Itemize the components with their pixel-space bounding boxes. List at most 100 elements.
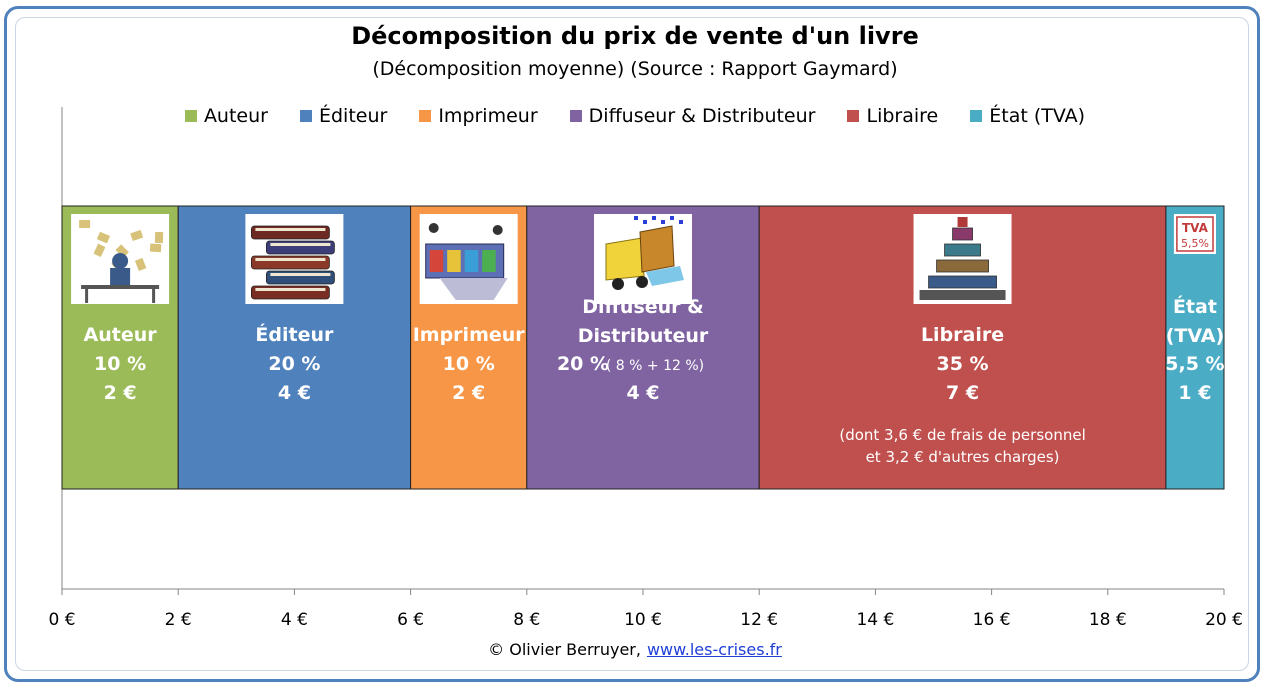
segment-percent-label: 35 % <box>937 353 989 375</box>
legend-label: Auteur <box>203 105 268 127</box>
printing-press-icon <box>419 214 518 304</box>
legend-swatch <box>569 110 582 122</box>
legend-swatch <box>299 110 312 122</box>
book <box>265 240 335 255</box>
x-tick-label: 6 € <box>397 610 424 630</box>
segment-euro-label: 2 € <box>452 382 485 404</box>
flying-paper <box>149 243 162 253</box>
truck-wheel <box>612 278 624 290</box>
display-base <box>919 290 1006 300</box>
legend-swatch <box>419 110 432 122</box>
segment-percent-detail: ( 8 % + 12 %) <box>606 358 704 374</box>
display-shelf <box>944 243 981 257</box>
segment-name-label: Distributeur <box>578 325 709 347</box>
x-tick-label: 16 € <box>973 610 1011 630</box>
segment-euro-label: 4 € <box>626 382 659 404</box>
book <box>250 255 330 270</box>
truck-cargo <box>639 225 675 273</box>
credit-link[interactable]: www.les-crises.fr <box>646 640 782 659</box>
book <box>265 270 335 285</box>
paper-output <box>439 278 508 300</box>
legend-item: Libraire <box>847 105 938 127</box>
icon-background <box>1173 214 1216 254</box>
press-roller <box>447 250 461 272</box>
truck-ramp <box>646 266 684 286</box>
stamp-text-rate: 5,5% <box>1181 237 1209 250</box>
motion-mark <box>679 220 683 224</box>
legend-label: État (TVA) <box>989 105 1086 127</box>
legend-item: Imprimeur <box>419 105 538 127</box>
motion-mark <box>652 216 656 220</box>
legend-item: Diffuseur & Distributeur <box>569 105 816 127</box>
flying-paper <box>134 257 147 271</box>
segment-note: et 3,2 € d'autres charges) <box>866 448 1060 466</box>
legend-label: Diffuseur & Distributeur <box>588 105 816 127</box>
press-roller <box>482 250 496 272</box>
x-tick-label: 18 € <box>1089 610 1127 630</box>
segment-percent-label: 20 % <box>557 353 609 375</box>
writer-at-desk-icon <box>71 214 170 304</box>
press-roller <box>429 250 444 272</box>
x-tick-label: 2 € <box>165 610 192 630</box>
x-tick-label: 0 € <box>48 610 75 630</box>
motion-mark <box>634 216 638 220</box>
tva-stamp-icon: TVA 5,5% <box>1173 214 1216 254</box>
worker-head <box>428 223 439 233</box>
stamp-border <box>1176 216 1214 252</box>
segment-name-label: Éditeur <box>255 323 334 346</box>
delivery-truck-icon <box>594 214 692 304</box>
segment-euro-label: 1 € <box>1178 382 1211 404</box>
bookshop-display-icon <box>913 214 1012 304</box>
chart-subtitle: (Décomposition moyenne) (Source : Rappor… <box>372 58 898 80</box>
motion-mark <box>670 216 674 220</box>
legend-label: Éditeur <box>318 105 388 127</box>
flying-paper <box>96 231 111 244</box>
desk-top <box>81 285 160 289</box>
x-tick-label: 14 € <box>856 610 894 630</box>
motion-mark <box>661 220 665 224</box>
motion-mark <box>643 220 647 224</box>
segment-percent-label: 20 % <box>268 353 320 375</box>
segment-name-label: Libraire <box>921 324 1004 346</box>
stack-of-books-icon <box>245 214 344 304</box>
book-pages <box>255 258 326 261</box>
truck-wheel <box>636 276 648 288</box>
flying-paper <box>115 244 129 258</box>
display-top-book <box>957 217 968 227</box>
book-pages <box>255 288 326 291</box>
desk-leg <box>152 289 156 303</box>
book-pages <box>270 273 331 276</box>
segment-name-label: Imprimeur <box>413 324 526 346</box>
segment-name-label: État <box>1173 295 1217 318</box>
worker-head <box>492 225 503 235</box>
segment-name-label: Auteur <box>84 324 158 346</box>
writer-head <box>112 253 129 269</box>
legend-label: Imprimeur <box>438 105 538 127</box>
writer-body <box>110 268 131 286</box>
credit-line: © Olivier Berruyer, www.les-crises.fr <box>0 640 1270 659</box>
segment-note: (dont 3,6 € de frais de personnel <box>839 426 1085 444</box>
display-shelf <box>928 275 997 289</box>
book <box>250 285 330 300</box>
segment-name-label: Diffuseur & <box>582 296 703 318</box>
segment-percent-label: 10 % <box>94 353 146 375</box>
legend-label: Libraire <box>866 105 939 127</box>
x-tick-label: 12 € <box>740 610 778 630</box>
credit-text: © Olivier Berruyer, <box>488 640 641 659</box>
x-tick-label: 20 € <box>1205 610 1243 630</box>
segment-euro-label: 4 € <box>278 382 311 404</box>
segment-euro-label: 7 € <box>946 382 979 404</box>
segment-percent-label: 5,5 % <box>1165 353 1224 375</box>
flying-paper <box>93 243 106 258</box>
legend-swatch <box>847 110 860 122</box>
stamp-text-tva: TVA <box>1182 221 1209 235</box>
x-tick-label: 8 € <box>513 610 540 630</box>
legend-item: Auteur <box>184 105 268 127</box>
press-roller <box>464 250 479 272</box>
legend-swatch <box>184 110 197 122</box>
book <box>250 225 330 240</box>
legend-item: État (TVA) <box>970 105 1085 127</box>
legend-swatch <box>970 110 983 122</box>
segment-euro-label: 2 € <box>104 382 137 404</box>
